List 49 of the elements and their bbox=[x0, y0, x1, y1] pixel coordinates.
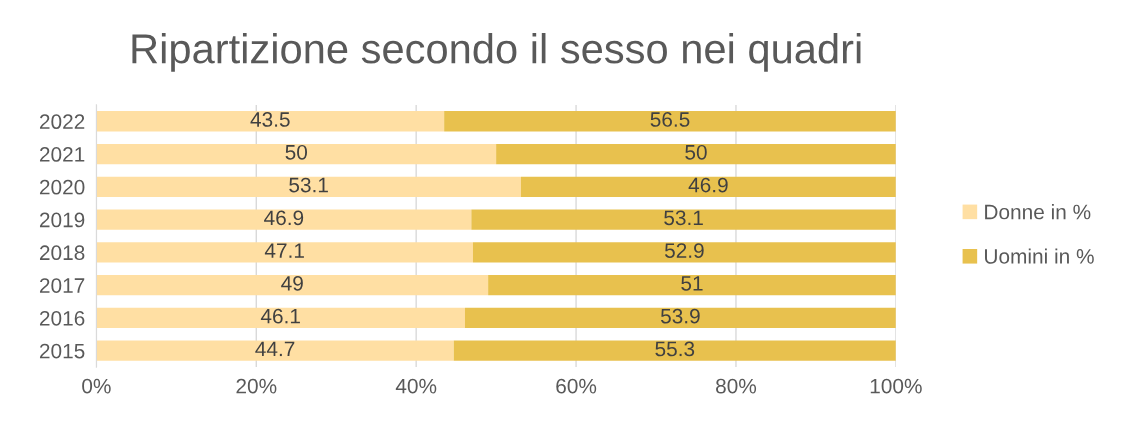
data-label: 50 bbox=[685, 144, 707, 160]
y-tick-label: 2019 bbox=[39, 212, 85, 228]
bar bbox=[453, 340, 896, 361]
data-label: 43.5 bbox=[250, 112, 290, 127]
data-label: 52.9 bbox=[664, 243, 704, 258]
bar bbox=[520, 176, 896, 197]
x-tick-label: 60% bbox=[556, 378, 597, 394]
data-label: 46.9 bbox=[264, 210, 304, 226]
x-tick-label: 100% bbox=[870, 378, 922, 394]
data-label: 53.9 bbox=[660, 308, 700, 324]
data-label: 55.3 bbox=[655, 341, 695, 357]
bar bbox=[444, 111, 896, 132]
data-label: 44.7 bbox=[255, 341, 295, 357]
data-label: 47.1 bbox=[264, 243, 304, 258]
data-label: 51 bbox=[681, 276, 703, 291]
y-tick-label: 2015 bbox=[39, 343, 85, 359]
data-label: 46.1 bbox=[260, 308, 300, 324]
bar bbox=[96, 111, 445, 132]
bar bbox=[96, 242, 473, 263]
y-tick-label: 2021 bbox=[39, 147, 85, 162]
bar bbox=[96, 307, 465, 329]
bar bbox=[471, 209, 896, 230]
y-tick-label: 2018 bbox=[39, 245, 85, 261]
bar bbox=[96, 176, 521, 197]
x-tick-label: 20% bbox=[236, 378, 277, 394]
bar bbox=[472, 242, 896, 263]
bar bbox=[96, 274, 489, 296]
x-tick-label: 0% bbox=[82, 378, 111, 394]
bar bbox=[96, 340, 454, 361]
bar bbox=[488, 274, 896, 296]
y-tick-label: 2017 bbox=[39, 278, 85, 293]
data-label: 53.1 bbox=[664, 210, 703, 226]
x-tick-label: 40% bbox=[395, 378, 437, 394]
x-tick-label: 80% bbox=[716, 378, 757, 394]
data-label: 50 bbox=[285, 144, 308, 160]
bar bbox=[96, 209, 472, 230]
y-tick-label: 2020 bbox=[39, 179, 85, 195]
bar bbox=[496, 143, 896, 165]
data-label: 53.1 bbox=[289, 177, 328, 193]
legend-label: Uomini in % bbox=[985, 248, 1094, 264]
bar bbox=[464, 307, 896, 329]
bar bbox=[96, 143, 497, 165]
y-tick-label: 2016 bbox=[39, 310, 85, 326]
data-label: 46.9 bbox=[688, 177, 728, 193]
data-label: 49 bbox=[281, 275, 303, 291]
chart-title: Ripartizione secondo il sesso nei quadri bbox=[132, 33, 861, 72]
data-label: 56.5 bbox=[650, 112, 690, 127]
y-tick-label: 2022 bbox=[39, 114, 85, 130]
legend-label: Donne in % bbox=[985, 204, 1091, 220]
